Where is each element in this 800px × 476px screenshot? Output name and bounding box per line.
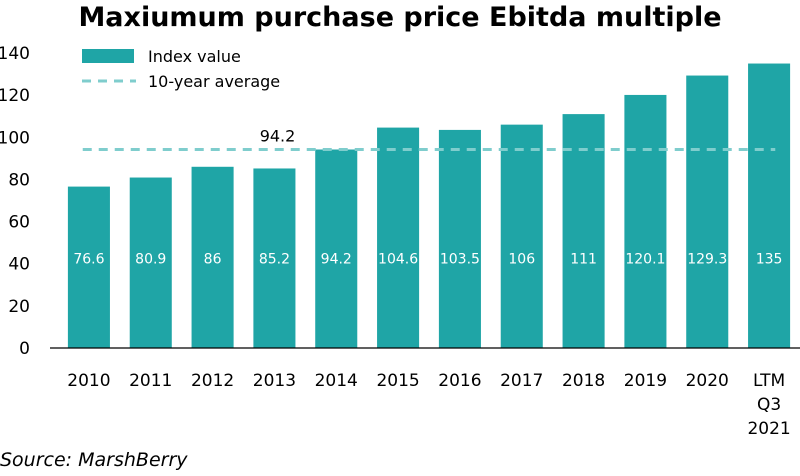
bar-value-label: 106 <box>508 252 535 268</box>
x-tick-label: 2010 <box>67 371 110 391</box>
x-tick-label: 2014 <box>315 371 358 391</box>
value-labels: 76.6 80.9 86 85.2 94.2 104.6 103.5 106 111 120.1 1… <box>73 252 782 268</box>
x-tick-label: 2017 <box>500 371 543 391</box>
bar <box>315 149 358 348</box>
x-tick-label: 2015 <box>376 371 419 391</box>
bar-value-label: 111 <box>570 252 597 268</box>
bar <box>686 75 729 349</box>
bar-value-label: 103.5 <box>440 252 480 268</box>
legend: Index value 10-year average <box>82 47 280 91</box>
x-axis: 2010 2011 2012 2013 2014 2015 2016 2017 2018 2019… <box>50 347 800 439</box>
y-tick-label: 0 <box>19 339 30 359</box>
source-note: Source: MarshBerry <box>0 449 188 471</box>
x-tick-label: 2016 <box>438 371 481 391</box>
legend-swatch-index-value <box>82 49 134 63</box>
y-axis: 0 20 40 60 80 100 120 140 <box>0 44 30 359</box>
bar <box>191 166 234 348</box>
bar <box>748 63 791 349</box>
bar-value-label: 135 <box>756 252 783 268</box>
legend-label-average: 10-year average <box>148 72 280 91</box>
bar-value-label: 129.3 <box>687 252 727 268</box>
bars <box>67 63 791 349</box>
bar-value-label: 120.1 <box>625 252 665 268</box>
bar <box>624 94 667 348</box>
x-tick-label: 2013 <box>253 371 296 391</box>
y-tick-label: 100 <box>0 128 30 148</box>
bar-value-label: 86 <box>204 252 222 268</box>
bar <box>67 186 110 348</box>
bar-value-label: 94.2 <box>321 252 352 268</box>
x-tick-label: 2011 <box>129 371 172 391</box>
y-tick-label: 60 <box>8 213 30 233</box>
y-tick-label: 140 <box>0 44 30 64</box>
y-tick-label: 40 <box>8 255 30 275</box>
average-line-group: 94.2 <box>82 127 776 152</box>
bar <box>438 129 481 348</box>
legend-label-index-value: Index value <box>148 47 241 66</box>
chart-title: Maxiumum purchase price Ebitda multiple <box>78 2 722 33</box>
bar <box>562 114 605 348</box>
bar-value-label: 80.9 <box>135 252 166 268</box>
bar-value-label: 76.6 <box>73 252 104 268</box>
bar <box>129 177 172 348</box>
y-tick-label: 120 <box>0 86 30 106</box>
x-tick-label: 2020 <box>686 371 729 391</box>
bar <box>253 168 296 348</box>
bar <box>500 124 543 349</box>
y-tick-label: 20 <box>8 297 30 317</box>
bar-value-label: 104.6 <box>378 252 418 268</box>
x-tick-label: 2012 <box>191 371 234 391</box>
x-tick-label: 2019 <box>624 371 667 391</box>
bar <box>377 127 420 348</box>
bar-value-label: 85.2 <box>259 252 290 268</box>
average-value-label: 94.2 <box>260 127 296 146</box>
x-tick-label: 2018 <box>562 371 605 391</box>
y-tick-label: 80 <box>8 170 30 190</box>
x-tick-label: LTM Q3 2021 <box>747 371 790 439</box>
